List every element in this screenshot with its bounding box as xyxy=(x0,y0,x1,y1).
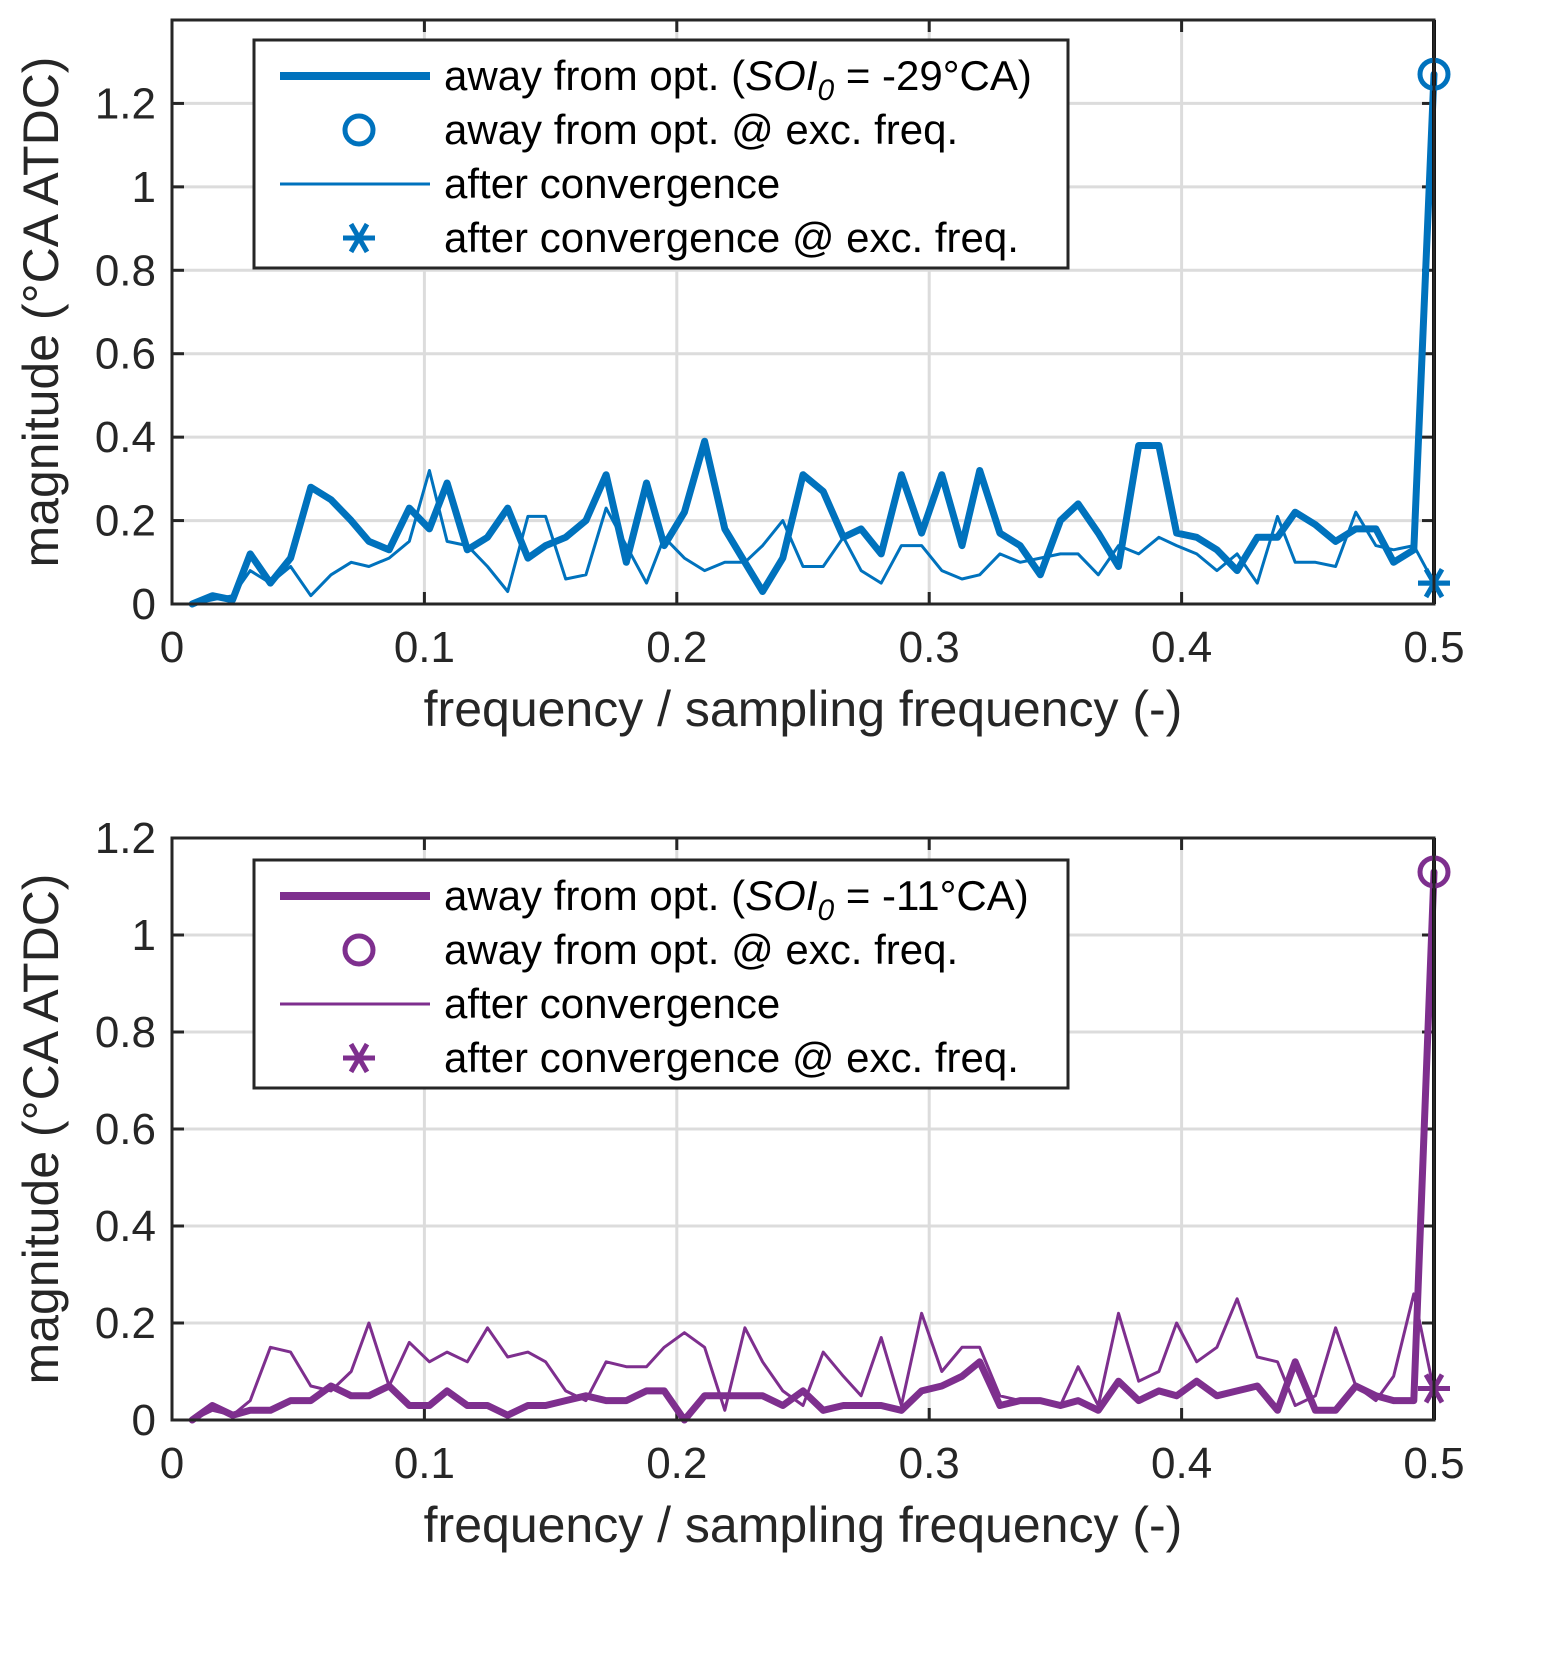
y-tick-labels-top: 0 0.2 0.4 0.6 0.8 1 1.2 xyxy=(95,79,156,629)
legend-text-part: = -11°CA) xyxy=(834,872,1029,919)
y-tick-label: 1.2 xyxy=(95,79,156,128)
series-line-after-convergence xyxy=(190,1292,1436,1422)
x-tick-label: 0.5 xyxy=(1403,623,1464,672)
x-tick-label: 0.2 xyxy=(646,1439,707,1488)
y-tick-label: 0 xyxy=(132,1396,156,1445)
series-line-after-convergence xyxy=(190,469,1436,606)
legend-entry-label: after convergence @ exc. freq. xyxy=(444,1034,1019,1081)
legend-italic-symbol: SOI xyxy=(745,52,818,99)
chart-top: 0 0.1 0.2 0.3 0.4 0.5 0 0.2 0.4 0.6 0.8 1 1.2 frequ… xyxy=(13,18,1465,737)
x-tick-label: 0.3 xyxy=(899,623,960,672)
legend-bottom: away from opt. (SOI0 = -11°CA)away from … xyxy=(252,858,1070,1090)
legend-swatch-asterisk xyxy=(343,222,375,254)
legend-entry-label: away from opt. @ exc. freq. xyxy=(444,926,958,973)
legend-text-part: = -29°CA) xyxy=(834,52,1032,99)
x-tick-label: 0.1 xyxy=(394,1439,455,1488)
x-tick-label: 0 xyxy=(160,1439,184,1488)
legend-swatch-circle xyxy=(342,113,376,147)
legend-entry-label: after convergence @ exc. freq. xyxy=(444,214,1019,261)
x-tick-label: 0.3 xyxy=(899,1439,960,1488)
x-tick-label: 0.4 xyxy=(1151,1439,1212,1488)
y-tick-label: 0.4 xyxy=(95,1202,156,1251)
y-axis-label-top: magnitude (°CA ATDC) xyxy=(13,57,69,568)
y-tick-label: 0.2 xyxy=(95,1299,156,1348)
y-tick-label: 0.4 xyxy=(95,413,156,462)
legend-text-part: away from opt. ( xyxy=(444,52,745,99)
axes-box-bottom xyxy=(170,836,1436,1422)
series-group-bottom xyxy=(188,868,1438,1424)
y-tick-label: 0.6 xyxy=(95,1105,156,1154)
chart-bottom: 0 0.1 0.2 0.3 0.4 0.5 0 0.2 0.4 0.6 0.8 1 1.2 frequ… xyxy=(13,814,1465,1553)
legend-subscript: 0 xyxy=(817,894,834,927)
y-tick-label: 0.8 xyxy=(95,246,156,295)
legend-entry-label: away from opt. (SOI0 = -29°CA) xyxy=(444,52,1032,107)
legend-entry-label: after convergence xyxy=(444,160,780,207)
legend-entry-label: away from opt. (SOI0 = -11°CA) xyxy=(444,872,1029,927)
y-tick-label: 0.6 xyxy=(95,330,156,379)
y-tick-labels-bottom: 0 0.2 0.4 0.6 0.8 1 1.2 xyxy=(95,814,156,1445)
legend-swatch-asterisk xyxy=(343,1042,375,1074)
axes-box-top xyxy=(170,18,1436,606)
y-tick-label: 1 xyxy=(132,163,156,212)
legend-entry-label: after convergence xyxy=(444,980,780,1027)
x-tick-label: 0.5 xyxy=(1403,1439,1464,1488)
x-tick-label: 0.1 xyxy=(394,623,455,672)
legend-subscript: 0 xyxy=(817,74,834,107)
y-tick-label: 0 xyxy=(132,580,156,629)
y-tick-label: 0.8 xyxy=(95,1008,156,1057)
y-axis-label-bottom: magnitude (°CA ATDC) xyxy=(13,874,69,1385)
legend-text-part: away from opt. ( xyxy=(444,872,745,919)
legend-entry-label: away from opt. @ exc. freq. xyxy=(444,106,958,153)
legend-swatch-circle xyxy=(342,933,376,967)
x-axis-label-top: frequency / sampling frequency (-) xyxy=(424,681,1183,737)
x-tick-label: 0.2 xyxy=(646,623,707,672)
series-line-away-from-opt xyxy=(188,70,1438,608)
x-tick-labels-bottom: 0 0.1 0.2 0.3 0.4 0.5 xyxy=(160,1439,1465,1488)
legend-italic-symbol: SOI xyxy=(745,872,818,919)
x-axis-label-bottom: frequency / sampling frequency (-) xyxy=(424,1497,1183,1553)
x-tick-label: 0.4 xyxy=(1151,623,1212,672)
series-line-away-from-opt xyxy=(188,868,1438,1424)
y-tick-label: 0.2 xyxy=(95,497,156,546)
x-tick-label: 0 xyxy=(160,623,184,672)
y-tick-label: 1 xyxy=(132,911,156,960)
x-tick-labels-top: 0 0.1 0.2 0.3 0.4 0.5 xyxy=(160,623,1465,672)
legend-top: away from opt. (SOI0 = -29°CA)away from … xyxy=(252,38,1070,270)
series-group-top xyxy=(188,70,1438,608)
y-tick-label: 1.2 xyxy=(95,814,156,863)
